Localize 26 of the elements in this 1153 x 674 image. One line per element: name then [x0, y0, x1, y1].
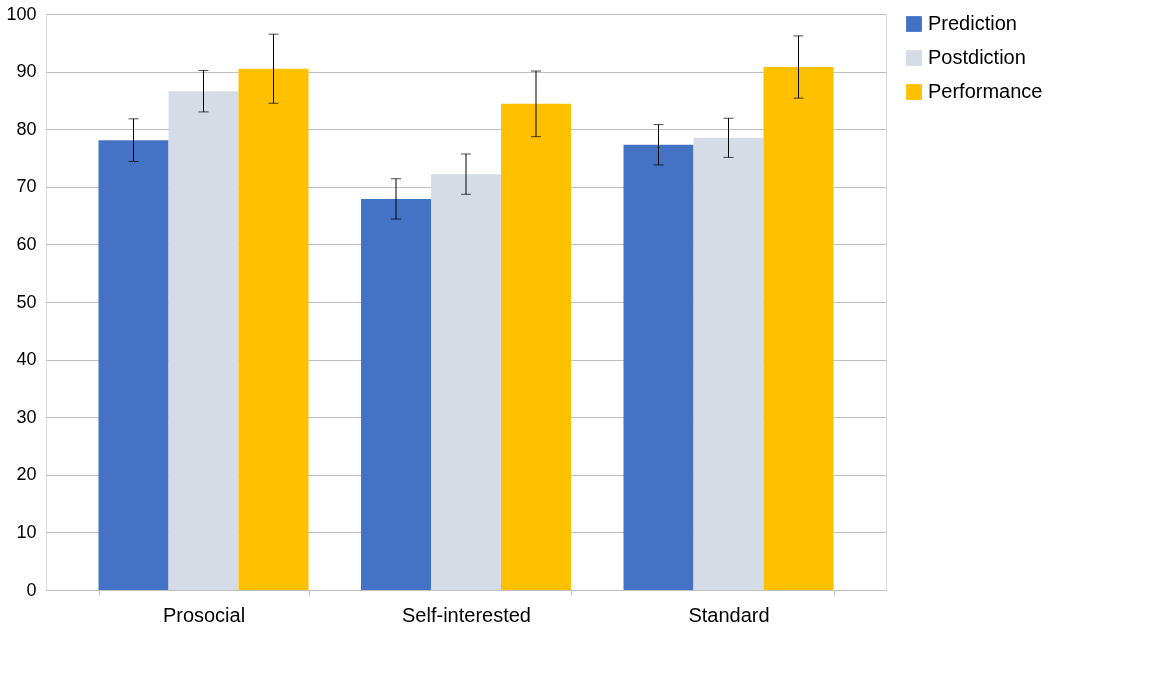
y-tick-label: 20	[16, 464, 37, 485]
y-tick-label: 10	[16, 521, 37, 542]
bar	[501, 103, 571, 590]
y-tick-label: 30	[16, 406, 37, 427]
y-tick-label: 60	[16, 233, 37, 254]
y-tick-label: 70	[16, 176, 37, 197]
bar	[168, 91, 239, 590]
y-tick-label: 50	[16, 291, 37, 312]
legend-label: Prediction	[928, 12, 1017, 34]
bar	[431, 174, 501, 590]
x-tick-label: Standard	[688, 603, 770, 626]
bar	[623, 144, 694, 590]
y-tick-label: 0	[26, 579, 37, 600]
y-tick-label: 80	[16, 118, 37, 139]
y-tick-label: 100	[6, 3, 37, 24]
legend-label: Postdiction	[928, 46, 1026, 68]
y-tick-label: 90	[16, 61, 37, 82]
x-tick-label: Prosocial	[162, 603, 246, 626]
bar	[693, 137, 764, 590]
legend-label: Performance	[928, 80, 1043, 102]
bar	[98, 140, 169, 590]
bar	[763, 66, 834, 590]
bar	[238, 68, 309, 590]
bar	[361, 198, 431, 590]
x-tick-label: Self-interested	[402, 603, 531, 626]
y-tick-label: 40	[16, 349, 37, 370]
